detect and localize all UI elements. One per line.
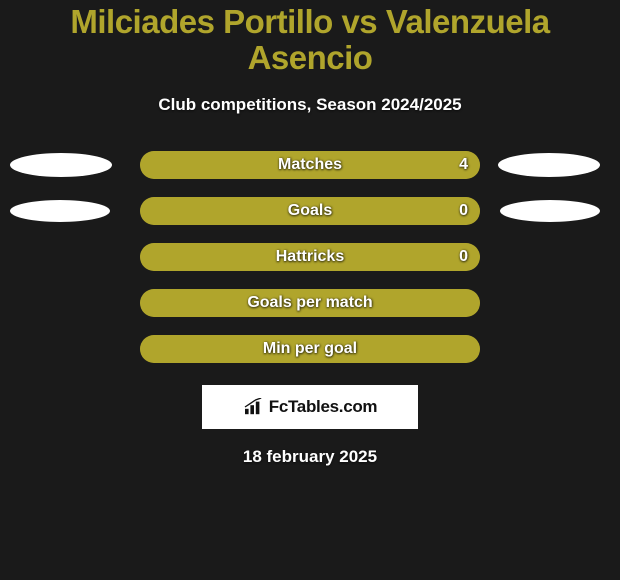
vs-separator: vs — [341, 3, 377, 40]
stat-value: 4 — [459, 151, 468, 179]
stat-row: Matches4 — [0, 151, 620, 179]
player-left-name: Milciades Portillo — [70, 3, 332, 40]
stat-label: Hattricks — [140, 243, 480, 271]
stat-rows: Matches4Goals0Hattricks0Goals per matchM… — [0, 151, 620, 363]
stat-row: Goals0 — [0, 197, 620, 225]
stat-label: Min per goal — [140, 335, 480, 363]
stat-bar: Goals per match — [140, 289, 480, 317]
stat-row: Hattricks0 — [0, 243, 620, 271]
subtitle: Club competitions, Season 2024/2025 — [0, 95, 620, 115]
stat-bar: Min per goal — [140, 335, 480, 363]
brand-logo: FcTables.com — [202, 385, 418, 429]
stat-row: Goals per match — [0, 289, 620, 317]
stat-row: Min per goal — [0, 335, 620, 363]
chart-icon — [243, 398, 265, 416]
comparison-card: Milciades Portillo vs Valenzuela Asencio… — [0, 0, 620, 580]
date-label: 18 february 2025 — [0, 447, 620, 467]
brand-text: FcTables.com — [269, 397, 378, 417]
stat-value: 0 — [459, 197, 468, 225]
left-value-oval — [10, 200, 110, 222]
right-value-oval — [498, 153, 600, 177]
left-value-oval — [10, 153, 112, 177]
page-title: Milciades Portillo vs Valenzuela Asencio — [0, 4, 620, 77]
stat-label: Goals — [140, 197, 480, 225]
stat-value: 0 — [459, 243, 468, 271]
stat-bar: Goals0 — [140, 197, 480, 225]
stat-bar: Matches4 — [140, 151, 480, 179]
stat-bar: Hattricks0 — [140, 243, 480, 271]
stat-label: Matches — [140, 151, 480, 179]
stat-label: Goals per match — [140, 289, 480, 317]
right-value-oval — [500, 200, 600, 222]
